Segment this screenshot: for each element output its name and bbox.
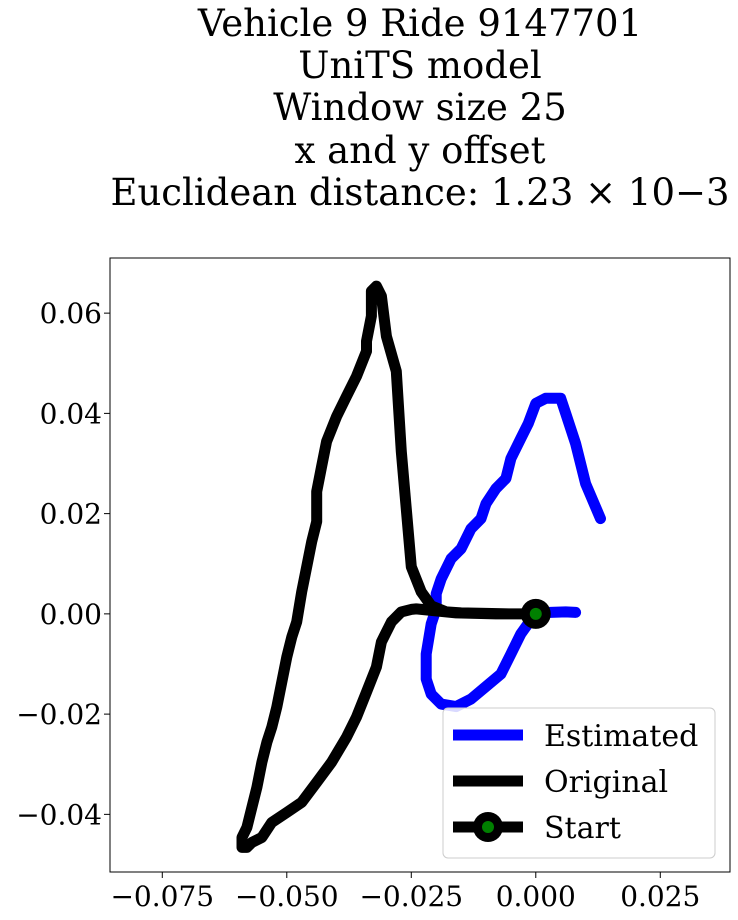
start-marker-center (529, 607, 542, 620)
series-line-original (236, 280, 542, 853)
x-tick-label: −0.025 (359, 880, 463, 913)
x-tick-label: −0.050 (235, 880, 339, 913)
y-tick-label: −0.02 (16, 698, 102, 731)
y-tick-label: 0.04 (40, 397, 102, 430)
plot-area-frame (109, 257, 731, 873)
x-tick-label: 0.025 (620, 880, 700, 913)
title-line: Window size 25 (273, 86, 567, 129)
legend-start-marker-center (482, 821, 494, 833)
title-line: x and y offset (295, 129, 546, 172)
title-line: Euclidean distance: 1.23 × 10−3 (110, 171, 729, 214)
y-tick-label: 0.00 (40, 598, 102, 631)
legend-label: Original (544, 765, 668, 800)
x-tick-label: −0.075 (110, 880, 214, 913)
y-tick-label: 0.06 (40, 297, 102, 330)
legend: Estimated Original Start (442, 707, 716, 859)
axis-ticks: −0.075 −0.050 −0.025 0.000 0.025 0.06 0.04 0.02… (16, 297, 700, 913)
series-group (236, 280, 606, 853)
y-tick-label: −0.04 (16, 798, 102, 831)
legend-label: Estimated (544, 719, 698, 754)
x-tick-label: 0.000 (496, 880, 576, 913)
legend-label: Start (544, 811, 621, 846)
title-line: UniTS model (298, 44, 541, 87)
title-line: Vehicle 9 Ride 9147701 (197, 2, 642, 45)
y-tick-label: 0.02 (40, 498, 102, 531)
series-line-estimated (420, 392, 606, 713)
legend-box (442, 707, 716, 859)
